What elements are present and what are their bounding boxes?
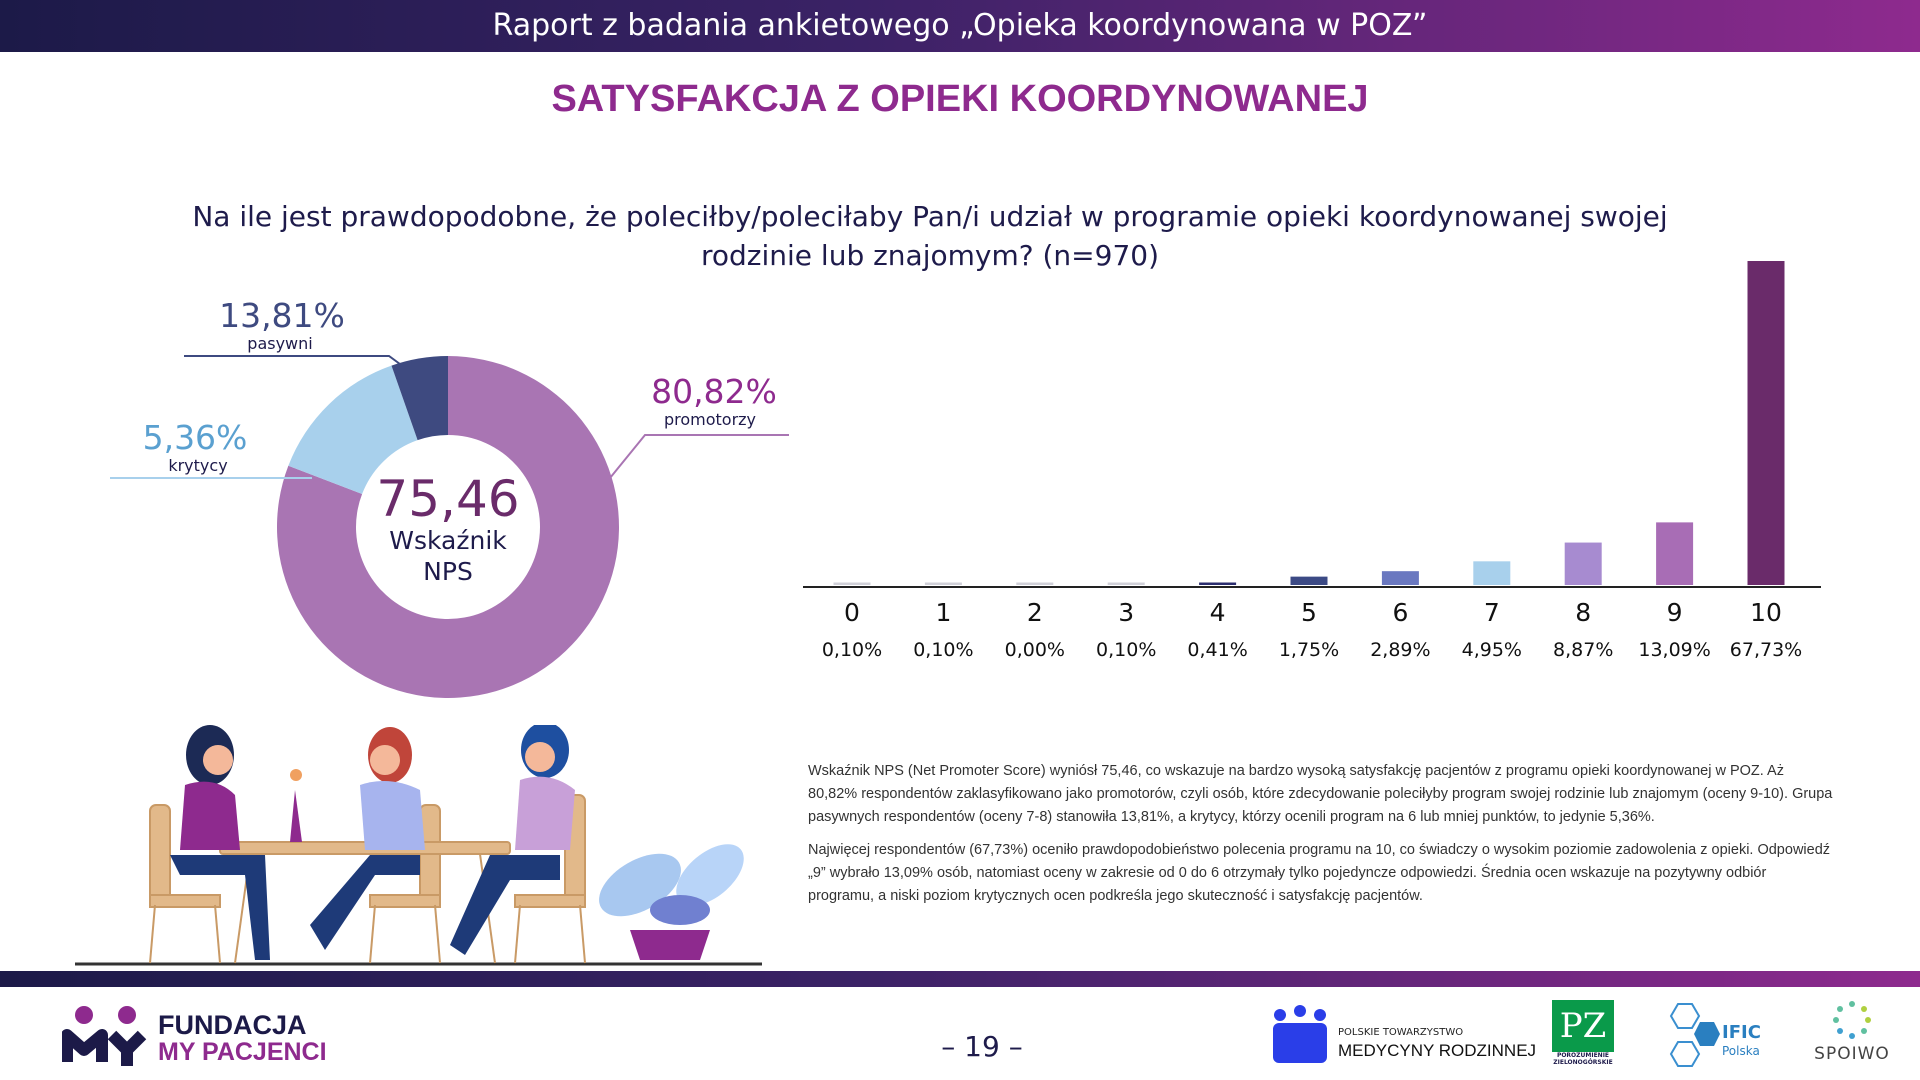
x-tick-label: 4 <box>1209 598 1226 627</box>
spoiwo-text: SPOIWO <box>1814 1044 1890 1064</box>
section-title: SATYSFAKCJA Z OPIEKI KOORDYNOWANEJ <box>551 78 1369 120</box>
bar-value-label: 0,10% <box>913 639 974 661</box>
x-tick-label: 8 <box>1575 598 1592 627</box>
page-number: – 19 – <box>941 1030 1023 1063</box>
bar-score-1 <box>924 582 962 585</box>
x-tick-label: 2 <box>1026 598 1043 627</box>
pz-text-1: POROZUMIENIE <box>1556 1052 1610 1059</box>
nps-label-1: Wskaźnik <box>389 526 507 555</box>
bar-value-label: 0,00% <box>1004 639 1065 661</box>
bar-score-4 <box>1199 582 1237 585</box>
fundacja-my-pacjenci-logo: FUNDACJA MY PACJENCI <box>61 1000 327 1070</box>
bar-score-3 <box>1107 582 1145 585</box>
nps-label-2: NPS <box>423 557 473 586</box>
score-bar-chart <box>803 261 1821 588</box>
bar-score-8 <box>1564 542 1602 585</box>
bar-value-label: 0,10% <box>821 639 883 661</box>
promotorzy-label: promotorzy <box>663 410 757 429</box>
bar-score-10 <box>1747 261 1785 585</box>
porozumienie-zielonogorskie-logo: PZ POROZUMIENIE ZIELONOGÓRSKIE <box>1552 1000 1614 1072</box>
x-tick-label: 9 <box>1666 598 1683 627</box>
bar-score-0 <box>833 582 871 585</box>
bar-score-9 <box>1656 522 1694 585</box>
ptmr-text-2: MEDYCYNY RODZINNEJ <box>1338 1041 1537 1060</box>
bar-value-label: 0,41% <box>1187 639 1248 661</box>
description-paragraph-2: Najwięcej respondentów (67,73%) oceniło … <box>808 842 1831 904</box>
donut-slice-pasywni <box>288 365 418 495</box>
footer-bar <box>0 971 1920 987</box>
ptmr-logo: POLSKIE TOWARZYSTWO MEDYCYNY RODZINNEJ <box>1270 1005 1536 1067</box>
ific-text: IFIC <box>1722 1022 1761 1043</box>
people-at-table-illustration <box>75 725 762 966</box>
ptmr-text-1: POLSKIE TOWARZYSTWO <box>1338 1027 1464 1038</box>
bar-value-label: 67,73% <box>1729 639 1803 661</box>
hexagon-medical-icon <box>1669 1003 1720 1067</box>
family-icon <box>1273 1005 1327 1063</box>
spoiwo-logo: SPOIWO <box>1806 1000 1898 1070</box>
pasywni-leader-line <box>184 355 405 368</box>
ific-polska-logo: IFIC Polska <box>1664 1002 1764 1072</box>
bar-value-label: 4,95% <box>1461 639 1522 661</box>
bar-value-label: 2,89% <box>1370 639 1431 661</box>
bar-value-label: 1,75% <box>1278 639 1340 661</box>
krytycy-value: 5,36% <box>142 418 248 457</box>
x-tick-label: 3 <box>1118 598 1135 627</box>
report-header: Raport z badania ankietowego „Opieka koo… <box>0 0 1920 52</box>
bar-value-label: 13,09% <box>1638 639 1711 661</box>
pasywni-value: 13,81% <box>219 296 345 335</box>
x-tick-label: 0 <box>844 598 860 627</box>
description-text: Wskaźnik NPS (Net Promoter Score) wyniós… <box>808 760 1833 918</box>
nps-donut-chart <box>110 355 789 698</box>
bar-score-5 <box>1290 576 1328 585</box>
donut-slice-promotorzy <box>276 356 619 698</box>
donut-slice-krytycy <box>391 356 448 441</box>
promotorzy-leader-line <box>609 434 789 479</box>
promotorzy-value: 80,82% <box>651 372 777 411</box>
x-tick-label: 10 <box>1750 598 1782 627</box>
x-tick-label: 1 <box>935 598 952 627</box>
fundacja-text: FUNDACJA <box>158 1010 307 1040</box>
bar-value-label: 0,10% <box>1096 639 1157 661</box>
bar-score-2 <box>1016 582 1054 585</box>
my-pacjenci-text: MY PACJENCI <box>158 1038 327 1066</box>
description-paragraph-1: Wskaźnik NPS (Net Promoter Score) wyniós… <box>808 763 1833 825</box>
dots-ring-icon <box>1833 1001 1871 1039</box>
pasywni-label: pasywni <box>247 334 313 353</box>
question-line-1: Na ile jest prawdopodobne, że poleciłby/… <box>192 200 1668 233</box>
bar-score-6 <box>1381 571 1419 585</box>
pz-text-2: ZIELONOGÓRSKIE <box>1553 1059 1613 1066</box>
nps-value: 75,46 <box>376 470 520 528</box>
x-tick-label: 7 <box>1483 598 1500 627</box>
x-tick-label: 6 <box>1392 598 1409 627</box>
bar-value-label: 8,87% <box>1553 639 1614 661</box>
x-tick-label: 5 <box>1301 598 1317 627</box>
ific-polska-text: Polska <box>1722 1044 1760 1058</box>
question-line-2: rodzinie lub znajomym? (n=970) <box>700 239 1160 272</box>
krytycy-label: krytycy <box>168 456 228 475</box>
bar-score-7 <box>1473 561 1511 585</box>
my-logo-icon <box>61 1006 147 1066</box>
